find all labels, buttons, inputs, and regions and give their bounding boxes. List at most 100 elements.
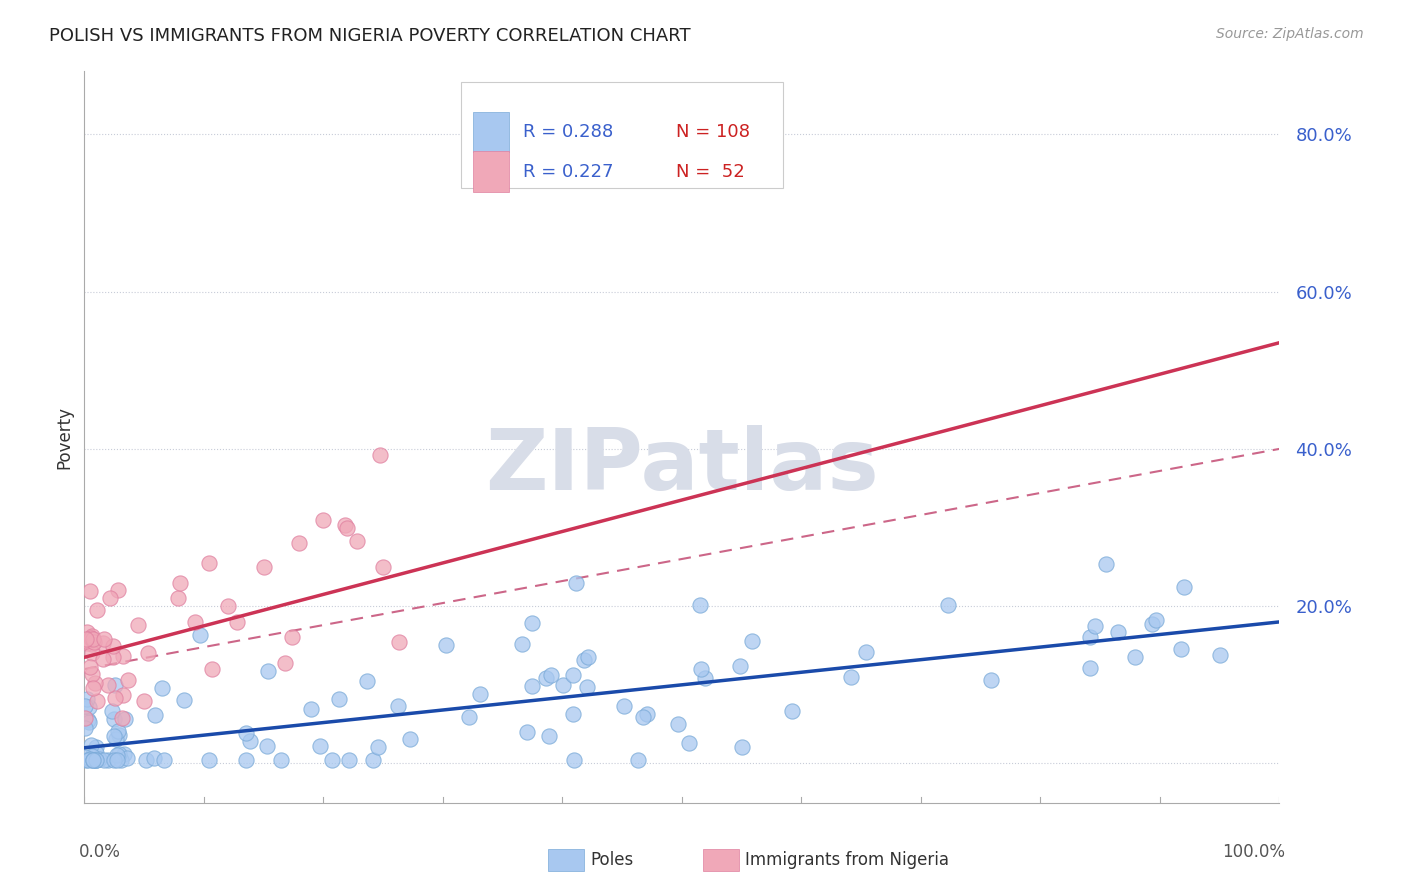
Point — [225, 615, 247, 629]
Point — [91, 652, 114, 666]
Point — [98, 591, 121, 605]
Point — [731, 740, 754, 755]
Point — [217, 599, 239, 614]
Point — [73, 749, 96, 764]
Point — [101, 650, 124, 665]
Point — [73, 699, 96, 714]
Point — [666, 717, 689, 731]
Point — [75, 634, 97, 648]
Point — [115, 751, 138, 765]
Point — [107, 748, 129, 763]
Bar — [548, 849, 583, 871]
Point — [82, 681, 104, 696]
Point — [79, 660, 101, 674]
Point — [979, 673, 1001, 687]
FancyBboxPatch shape — [461, 82, 783, 188]
Point — [938, 599, 960, 613]
Point — [75, 632, 97, 646]
Point — [135, 753, 157, 767]
Point — [107, 582, 129, 597]
Point — [336, 520, 359, 534]
Point — [76, 636, 98, 650]
Point — [183, 615, 205, 630]
Point — [114, 712, 136, 726]
Point — [312, 513, 335, 527]
Point — [678, 736, 700, 750]
Point — [368, 449, 391, 463]
Bar — [472, 152, 509, 192]
Point — [93, 632, 115, 647]
Text: Immigrants from Nigeria: Immigrants from Nigeria — [745, 851, 949, 869]
Point — [82, 753, 104, 767]
Point — [77, 753, 100, 767]
Point — [235, 726, 257, 740]
Point — [103, 639, 125, 653]
Point — [82, 753, 104, 767]
Point — [1078, 630, 1101, 644]
Point — [86, 603, 108, 617]
Point — [534, 672, 557, 686]
Point — [201, 662, 224, 676]
Text: ZIPatlas: ZIPatlas — [485, 425, 879, 508]
Point — [1084, 618, 1107, 632]
Point — [388, 635, 411, 649]
Point — [82, 632, 104, 647]
Point — [1140, 616, 1163, 631]
Point — [613, 698, 636, 713]
Point — [101, 704, 124, 718]
Point — [626, 753, 648, 767]
Point — [510, 637, 533, 651]
Point — [96, 678, 118, 692]
Point — [565, 576, 588, 591]
Point — [690, 662, 713, 676]
Point — [387, 698, 409, 713]
Point — [367, 740, 389, 755]
Point — [1123, 649, 1146, 664]
Point — [288, 536, 311, 550]
Point — [399, 731, 422, 746]
Point — [337, 753, 360, 767]
Point — [93, 753, 115, 767]
Point — [83, 635, 105, 649]
Text: N =  52: N = 52 — [676, 162, 745, 180]
Point — [371, 560, 394, 574]
Point — [356, 674, 378, 689]
Point — [235, 753, 257, 767]
Point — [516, 724, 538, 739]
Point — [346, 533, 368, 548]
Point — [132, 693, 156, 707]
Point — [75, 711, 97, 725]
Point — [457, 710, 479, 724]
Point — [82, 753, 104, 767]
Point — [537, 730, 560, 744]
Point — [104, 690, 127, 705]
Point — [84, 753, 107, 767]
Text: 0.0%: 0.0% — [79, 843, 121, 861]
Point — [77, 699, 100, 714]
Point — [274, 656, 297, 670]
Point — [108, 747, 131, 761]
Point — [855, 645, 877, 659]
Point — [575, 680, 598, 694]
Point — [470, 687, 492, 701]
Point — [84, 746, 107, 760]
Point — [540, 668, 562, 682]
Point — [103, 712, 125, 726]
Point — [309, 739, 332, 753]
Point — [80, 748, 103, 763]
Point — [112, 747, 135, 762]
Text: R = 0.288: R = 0.288 — [523, 123, 613, 141]
Point — [77, 714, 100, 729]
Point — [633, 710, 655, 724]
Point — [82, 628, 104, 642]
Point — [281, 630, 304, 644]
Point — [636, 707, 658, 722]
Point — [136, 646, 159, 660]
Point — [82, 637, 104, 651]
Point — [75, 753, 97, 767]
Text: 100.0%: 100.0% — [1222, 843, 1285, 861]
Point — [562, 753, 585, 767]
Point — [104, 678, 127, 692]
Point — [1170, 641, 1192, 656]
Point — [105, 731, 128, 746]
